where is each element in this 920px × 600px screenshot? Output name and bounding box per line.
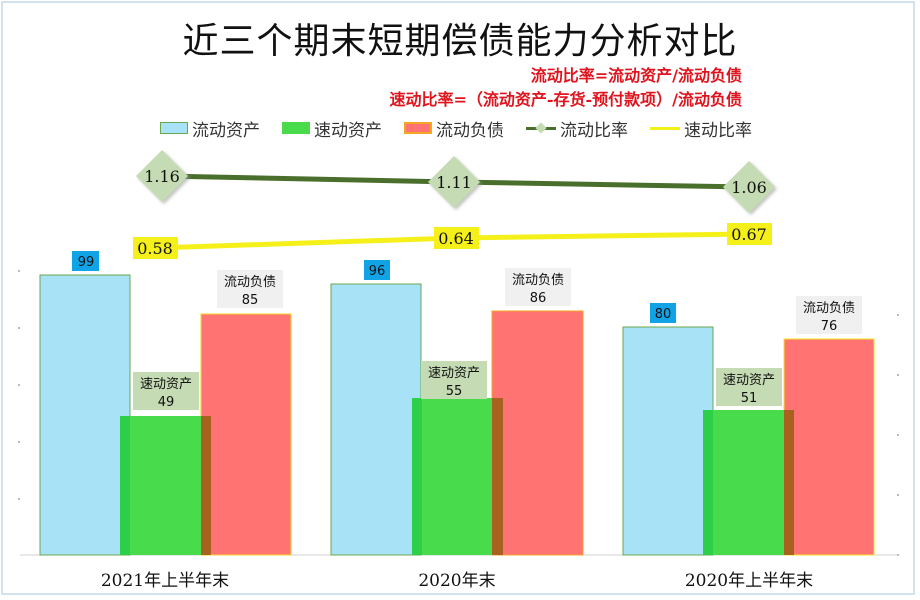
quick-assets-value: 49 <box>158 395 175 410</box>
current-ratio-value: 1.06 <box>731 178 767 197</box>
current-assets-label-bg <box>650 303 676 323</box>
current-liab-tag: 流动负债 <box>512 273 564 288</box>
current-assets-label-bg <box>364 260 390 280</box>
current-ratio-marker[interactable] <box>723 161 775 213</box>
x-tick-label: 2020年上半年末 <box>684 571 814 591</box>
current-liab-label-bg <box>505 268 571 306</box>
x-tick-label: 2021年上半年末 <box>100 571 230 591</box>
legend-item-current-liabilities[interactable]: 流动负债 <box>404 116 504 141</box>
left-axis-ticks <box>18 270 20 500</box>
legend-label: 流动资产 <box>192 120 260 141</box>
quick-assets-label-bg <box>716 368 782 406</box>
bar-group-2020 <box>330 283 584 556</box>
bar-group-2020h1 <box>622 326 875 556</box>
quick-assets-tag: 速动资产 <box>140 377 192 392</box>
quick-ratio-formula: 速动比率=（流动资产-存货-预付款项）/流动负债 <box>389 90 742 109</box>
x-tick-label: 2020年末 <box>418 571 496 591</box>
current-liab-tag: 流动负债 <box>224 275 276 290</box>
bar-quick-assets[interactable] <box>412 398 503 555</box>
current-assets-value: 99 <box>78 255 95 270</box>
quick-assets-swatch-icon <box>282 122 310 134</box>
bar-overlap <box>201 416 211 555</box>
current-assets-value: 96 <box>369 264 386 279</box>
quick-ratio-label-bg <box>133 237 178 259</box>
bar-overlap <box>412 398 422 555</box>
chart-legend: 流动资产 速动资产 流动负债 流动比率 速动比率 <box>160 116 774 141</box>
current-ratio-line-icon <box>526 122 556 134</box>
current-assets-label-bg <box>72 251 99 271</box>
bar-current-assets[interactable] <box>330 283 422 556</box>
legend-item-current-ratio[interactable]: 流动比率 <box>526 116 628 141</box>
current-liab-label-bg <box>796 296 862 334</box>
legend-item-quick-ratio[interactable]: 速动比率 <box>650 116 752 141</box>
current-ratio-marker[interactable] <box>136 150 188 202</box>
bar-quick-assets[interactable] <box>120 416 211 555</box>
quick-ratio-value: 0.67 <box>731 225 767 244</box>
current-ratio-value: 1.16 <box>144 167 180 186</box>
quick-assets-value: 51 <box>741 391 758 406</box>
quick-ratio-value: 0.64 <box>438 229 474 248</box>
bar-overlap <box>120 416 130 555</box>
legend-label: 流动负债 <box>436 120 504 141</box>
bar-overlap <box>703 410 713 555</box>
bar-current-assets[interactable] <box>622 326 714 556</box>
legend-label: 速动比率 <box>684 120 752 141</box>
current-assets-swatch-icon <box>160 122 188 134</box>
current-liab-value: 76 <box>821 319 838 334</box>
bar-current-liabilities[interactable] <box>783 338 875 556</box>
quick-assets-label-bg <box>133 372 199 410</box>
chart-title: 近三个期末短期偿债能力分析对比 <box>182 21 738 62</box>
current-liab-value: 86 <box>530 291 547 306</box>
bar-quick-assets[interactable] <box>703 410 794 555</box>
bar-current-assets[interactable] <box>39 274 131 556</box>
legend-label: 速动资产 <box>314 120 382 141</box>
bar-overlap <box>784 410 794 555</box>
legend-item-current-assets[interactable]: 流动资产 <box>160 116 260 141</box>
quick-assets-tag: 速动资产 <box>723 373 775 388</box>
quick-ratio-value: 0.58 <box>137 239 173 258</box>
current-liabilities-swatch-icon <box>404 122 432 134</box>
quick-ratio-line-icon <box>650 122 680 134</box>
quick-assets-value: 55 <box>446 384 463 399</box>
bar-group-2021h1 <box>39 274 292 556</box>
legend-item-quick-assets[interactable]: 速动资产 <box>282 116 382 141</box>
quick-ratio-label-bg <box>727 223 772 245</box>
right-axis-ticks <box>897 314 899 556</box>
current-ratio-marker[interactable] <box>428 156 480 208</box>
quick-assets-tag: 速动资产 <box>428 366 480 381</box>
current-assets-value: 80 <box>655 307 672 322</box>
bar-current-liabilities[interactable] <box>491 310 584 556</box>
bar-current-liabilities[interactable] <box>200 313 292 556</box>
current-ratio-formula: 流动比率=流动资产/流动负债 <box>530 66 742 85</box>
legend-label: 流动比率 <box>560 120 628 141</box>
current-liab-tag: 流动负债 <box>803 301 855 316</box>
quick-assets-label-bg <box>421 361 487 399</box>
current-liab-label-bg <box>217 270 283 308</box>
quick-ratio-label-bg <box>434 227 479 249</box>
current-liab-value: 85 <box>242 293 259 308</box>
bar-overlap <box>492 398 503 555</box>
current-ratio-value: 1.11 <box>436 173 472 192</box>
